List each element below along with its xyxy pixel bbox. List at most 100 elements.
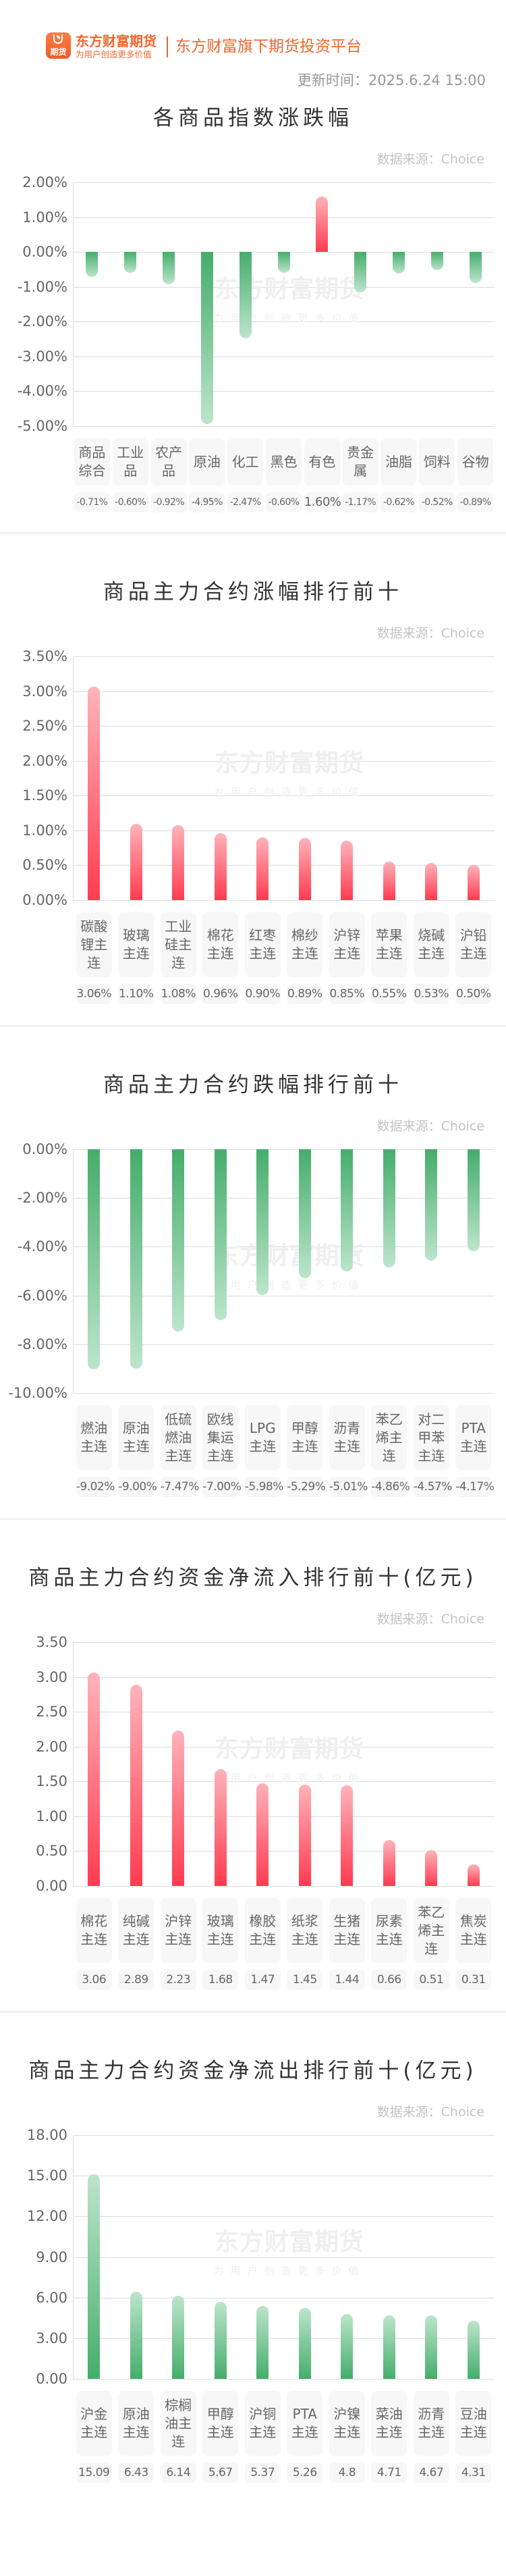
chart-title: 各商品指数涨跌幅 [153,106,353,130]
gridline [73,865,495,866]
value-label: 6.14 [160,2463,196,2483]
bar [88,2174,101,2379]
category-label: 沪锌主连 [329,912,365,977]
bar [341,1785,354,1886]
bar [383,862,395,900]
bar [467,2320,480,2379]
category-label: 谷物 [457,438,494,485]
bar [130,823,142,900]
category-label: 碳酸锂主连 [76,912,112,977]
value-label: -0.60% [266,492,302,512]
bar [298,838,311,900]
category-label: 烧碱主连 [413,912,449,977]
y-tick-label: -6.00% [17,1287,67,1304]
y-axis-line [73,1642,74,1886]
category-label: 棉纱主连 [287,912,323,977]
y-axis-line [73,1149,74,1393]
value-label: 1.60% [304,492,341,512]
y-tick-label: 1.00% [22,822,67,839]
y-tick-label: 1.00% [22,209,67,226]
y-tick-label: 2.50% [22,718,67,735]
value-label: -7.00% [202,1477,242,1497]
value-label: -9.00% [118,1477,157,1497]
y-tick-label: 0.00 [36,1878,67,1894]
y-tick-label: -4.00% [17,383,67,400]
category-label: 低硫燃油主连 [160,1405,196,1470]
gridline [73,426,495,427]
category-label-row: 燃油主连 原油主连 低硫燃油主连 欧线集运主连 LPG主连 甲醇主连 沥青主连 苯乙烯主连 对二… [73,1405,495,1470]
bar [172,2295,185,2379]
value-label: 3.06 [76,1970,112,1990]
bar [383,2315,395,2379]
bar [298,1149,311,1278]
category-label: 生猪主连 [329,1898,365,1963]
chart-title: 商品主力合约资金净流入排行前十(亿元) [28,1566,478,1590]
brand-logo-icon: 期货 [46,32,71,59]
value-label: -5.29% [287,1477,326,1497]
category-label: LPG主连 [244,1405,281,1470]
value-label: 0.85% [329,984,365,1004]
y-tick-label: -10.00% [8,1385,67,1401]
gridline [73,900,495,901]
chart-title: 商品主力合约跌幅排行前十 [103,1073,403,1097]
y-tick-label: -1.00% [17,278,67,295]
value-label-row: -0.71% -0.60% -0.92% -4.95% -2.47% -0.60% 1.60… [73,492,495,512]
gridline [73,1677,495,1678]
category-label: 沥青主连 [413,2391,449,2456]
y-tick-label: 12.00 [26,2208,67,2225]
data-source-label: 数据来源：Choice [376,2105,484,2120]
value-label: 2.89 [118,1970,154,1990]
y-tick-label: 3.00 [36,1668,67,1685]
category-label: 玻璃主连 [118,912,154,977]
sail-icon [53,34,63,44]
bar [425,2315,438,2379]
bar [425,863,438,900]
bar [214,1768,227,1886]
brand-name: 东方财富期货 [76,33,157,49]
bar [277,252,290,273]
gridline [73,1781,495,1783]
gridline [73,2338,495,2339]
plot-area: 0.00% -2.00% -4.00% -6.00% -8.00% -10.00% 东方财富… [8,1141,495,1401]
bar [88,1673,101,1886]
value-label: 4.67 [413,2463,449,2483]
watermark: 东方财富期货 为用户创造更多价值 [213,277,366,325]
value-label: 4.8 [329,2463,365,2483]
bar [124,252,137,273]
bar [163,252,175,284]
page-header: 期货 东方财富期货 为用户创造更多价值 东方财富旗下期货投资平台 更新时间：20… [0,0,506,95]
bar [200,252,213,425]
gridline [73,1816,495,1817]
value-label: 0.89% [287,984,323,1004]
bar [467,865,480,900]
chart-title: 商品主力合约涨幅排行前十 [103,580,403,604]
value-label: 1.68 [202,1970,239,1990]
watermark: 东方财富期货 为用户创造更多价值 [213,2230,366,2278]
bar [172,824,185,900]
category-label: 棕榈油主连 [160,2391,196,2456]
watermark: 东方财富期货 为用户创造更多价值 [213,751,366,799]
watermark-sub: 为用户创造更多价值 [213,1772,366,1784]
category-label: 有色 [304,438,340,485]
value-label: 5.67 [202,2463,239,2483]
value-label: 0.50% [455,984,492,1004]
value-label: -4.17% [455,1477,495,1497]
bar [256,1149,269,1295]
watermark-sub: 为用户创造更多价值 [213,1279,366,1291]
gridline [73,656,495,657]
bar [392,252,405,274]
y-tick-label: 3.00 [36,2330,67,2346]
value-label: 0.31 [455,1970,492,1990]
y-tick-label: 1.50 [36,1773,67,1790]
y-tick-label: 1.50% [22,787,67,804]
y-tick-label: -8.00% [17,1336,67,1352]
header-divider [167,36,168,57]
watermark: 东方财富期货 为用户创造更多价值 [213,1737,366,1785]
value-label: -2.47% [227,492,264,512]
y-tick-label: 0.00 [36,2371,67,2387]
gridline [73,182,495,183]
category-label: 菜油主连 [371,2391,407,2456]
y-tick-label: 2.00 [36,1738,67,1755]
y-tick-label: 9.00 [36,2249,67,2265]
bar [298,1785,311,1886]
